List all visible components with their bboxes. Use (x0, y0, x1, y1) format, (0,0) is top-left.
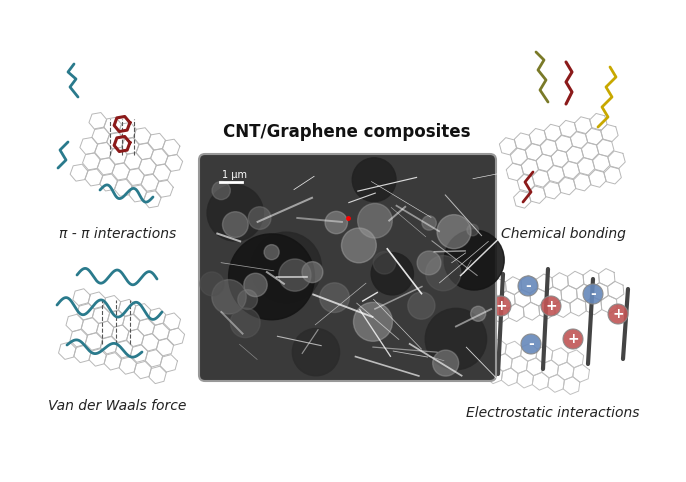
Circle shape (371, 253, 414, 295)
Circle shape (467, 224, 479, 236)
Circle shape (373, 252, 396, 274)
Text: CNT/Graphene composites: CNT/Graphene composites (223, 123, 471, 141)
Text: +: + (545, 299, 557, 313)
Circle shape (212, 181, 230, 200)
Circle shape (357, 203, 392, 238)
Circle shape (320, 283, 349, 312)
Circle shape (207, 185, 263, 241)
Text: +: + (495, 299, 507, 313)
Text: -: - (528, 337, 534, 351)
Circle shape (608, 304, 628, 324)
Text: Electrostatic interactions: Electrostatic interactions (466, 406, 640, 420)
Circle shape (426, 255, 461, 291)
Text: +: + (612, 307, 624, 321)
Circle shape (563, 329, 583, 349)
Circle shape (302, 262, 323, 282)
Text: -: - (590, 287, 596, 301)
Circle shape (228, 234, 314, 320)
Circle shape (433, 350, 459, 376)
Circle shape (491, 296, 511, 316)
Circle shape (407, 292, 435, 319)
Circle shape (518, 276, 538, 296)
Circle shape (352, 158, 396, 201)
Circle shape (248, 207, 271, 229)
Circle shape (238, 290, 257, 309)
Circle shape (437, 214, 471, 249)
Circle shape (279, 259, 311, 291)
Text: +: + (567, 332, 579, 346)
Circle shape (444, 230, 504, 290)
Circle shape (342, 228, 377, 263)
Circle shape (583, 284, 603, 304)
Circle shape (521, 334, 541, 354)
Text: Van der Waals force: Van der Waals force (48, 399, 186, 413)
Text: Chemical bonding: Chemical bonding (501, 227, 626, 241)
Circle shape (222, 212, 248, 238)
Text: -: - (525, 279, 531, 293)
Circle shape (417, 251, 441, 275)
Circle shape (353, 302, 392, 341)
Text: 1 μm: 1 μm (222, 170, 247, 180)
Circle shape (230, 308, 260, 338)
FancyBboxPatch shape (199, 154, 496, 381)
Circle shape (264, 244, 279, 260)
Circle shape (541, 296, 561, 316)
Circle shape (422, 216, 436, 230)
Circle shape (425, 308, 486, 370)
Circle shape (251, 232, 322, 303)
Circle shape (200, 272, 224, 296)
Circle shape (471, 306, 486, 321)
Text: π - π interactions: π - π interactions (60, 227, 176, 241)
Circle shape (292, 329, 340, 376)
Circle shape (325, 211, 347, 234)
Circle shape (212, 280, 246, 314)
Circle shape (244, 273, 268, 296)
